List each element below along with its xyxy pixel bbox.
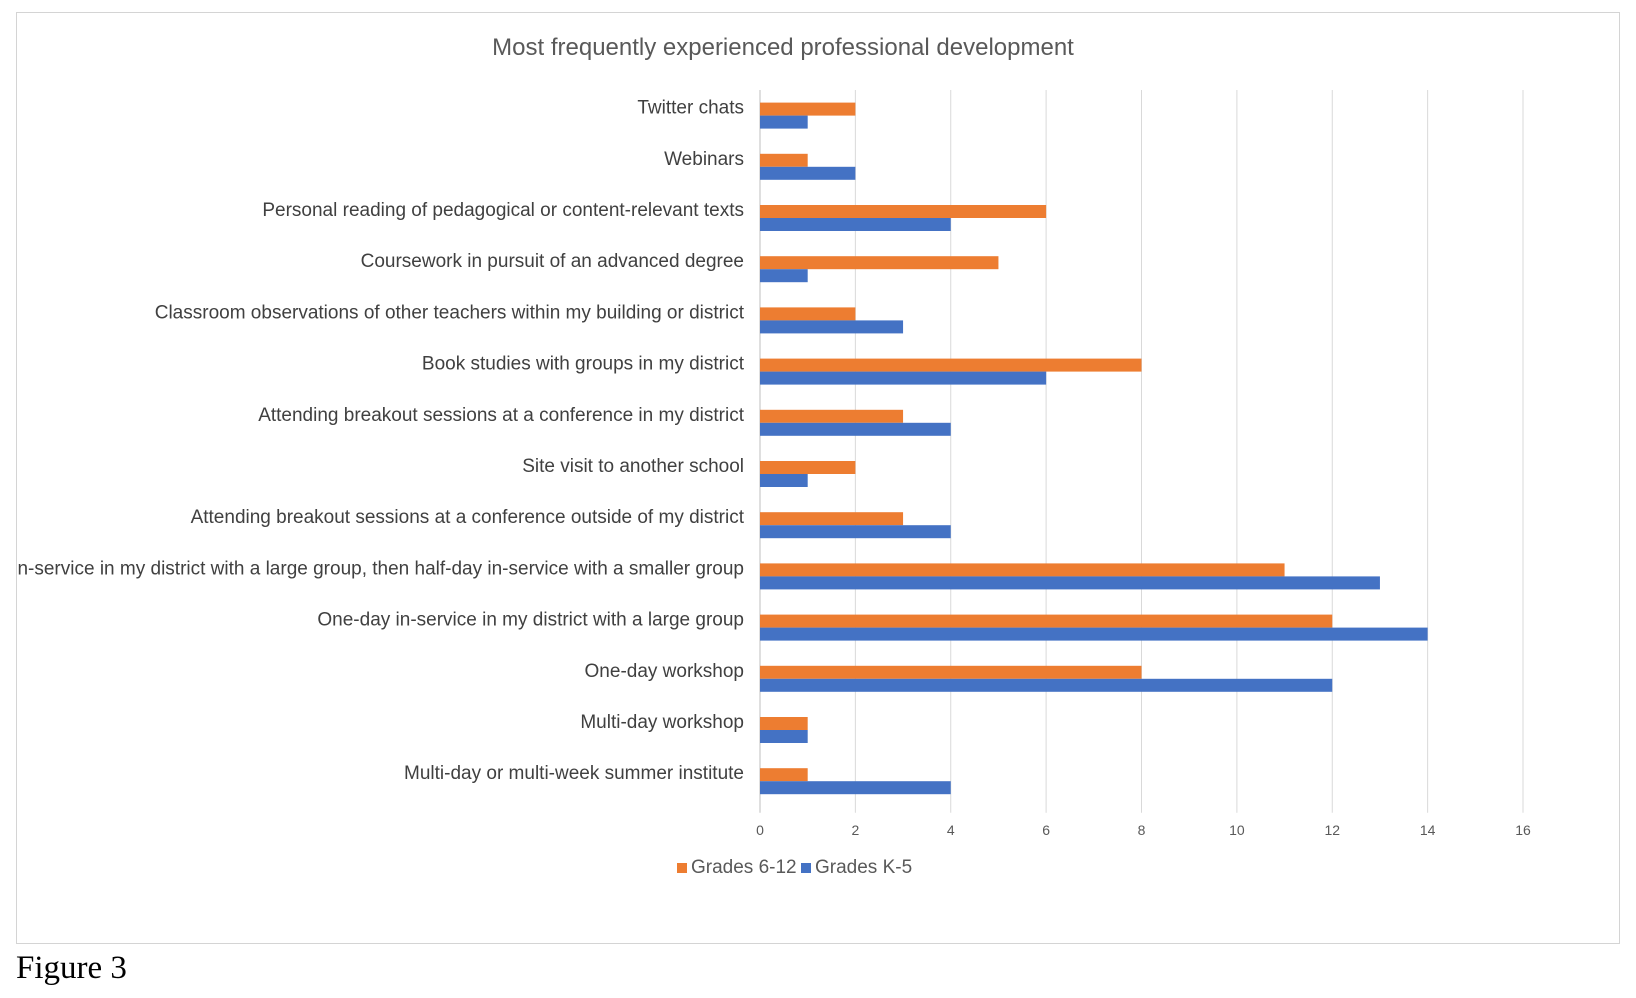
bar-grades-k-5-2	[760, 218, 951, 231]
x-tick-label: 14	[1420, 822, 1436, 838]
figure-caption: Figure 3	[16, 950, 127, 986]
legend-swatch-grades-6-12	[677, 863, 687, 873]
bar-grades-6-12-8	[760, 512, 904, 526]
x-tick-label: 10	[1229, 822, 1245, 838]
legend-label: Grades 6-12	[691, 857, 797, 878]
legend-swatch-grades-k-5	[801, 863, 811, 873]
bar-grades-k-5-3	[760, 269, 808, 283]
bar-grades-6-12-1	[760, 153, 808, 167]
bar-grades-6-12-6	[760, 409, 904, 423]
x-tick-label: 12	[1324, 822, 1340, 838]
category-label: Twitter chats	[637, 98, 744, 119]
x-tick-label: 0	[756, 822, 764, 838]
bar-grades-k-5-6	[760, 422, 951, 436]
bar-grades-6-12-12	[760, 717, 808, 730]
x-tick-label: 2	[851, 822, 859, 838]
category-label: Site visit to another school	[522, 456, 744, 477]
bar-grades-k-5-8	[760, 525, 951, 539]
bar-grades-k-5-1	[760, 166, 856, 180]
category-label: Multi-day or multi-week summer institute	[404, 763, 744, 784]
bar-grades-6-12-11	[760, 665, 1142, 679]
category-label: Classroom observations of other teachers…	[155, 302, 745, 323]
x-tick-label: 16	[1515, 822, 1531, 838]
category-label: One-day in-service in my district with a…	[317, 610, 744, 631]
chart-frame: Most frequently experienced professional…	[16, 12, 1620, 944]
chart-title: Most frequently experienced professional…	[492, 34, 1074, 61]
bar-grades-k-5-5	[760, 371, 1047, 385]
bar-grades-k-5-12	[760, 730, 808, 743]
x-tick-label: 8	[1138, 822, 1146, 838]
category-label: Personal reading of pedagogical or conte…	[262, 200, 744, 221]
category-label: Half-day in-service in my district with …	[17, 558, 744, 579]
bar-grades-6-12-9	[760, 563, 1285, 577]
category-labels: Twitter chats Webinars Personal reading of…	[17, 98, 745, 785]
category-label: Coursework in pursuit of an advanced deg…	[361, 251, 744, 272]
legend-label: Grades K-5	[815, 857, 912, 878]
bar-grades-6-12-4	[760, 307, 856, 321]
bar-grades-k-5-13	[760, 781, 951, 795]
bar-grades-6-12-5	[760, 358, 1142, 372]
bar-grades-6-12-0	[760, 102, 856, 116]
category-label: Attending breakout sessions at a confere…	[191, 507, 745, 528]
bar-grades-6-12-3	[760, 256, 999, 270]
category-label: Webinars	[664, 149, 744, 170]
x-tick-label: 6	[1042, 822, 1050, 838]
legend: Grades 6-12 Grades K-5	[677, 857, 912, 878]
bar-grades-6-12-7	[760, 461, 856, 474]
bars	[760, 102, 1428, 795]
category-label: Book studies with groups in my district	[422, 354, 745, 375]
bar-grades-6-12-10	[760, 614, 1333, 628]
category-label: Multi-day workshop	[580, 712, 744, 733]
category-label: One-day workshop	[585, 661, 744, 682]
gridlines	[759, 90, 1524, 813]
bar-grades-k-5-9	[760, 576, 1380, 590]
x-tick-label: 4	[947, 822, 955, 838]
bar-grades-6-12-13	[760, 768, 808, 782]
bar-chart: Most frequently experienced professional…	[17, 34, 1531, 878]
bar-grades-6-12-2	[760, 205, 1047, 218]
category-label: Attending breakout sessions at a confere…	[258, 405, 745, 426]
bar-grades-k-5-4	[760, 320, 904, 334]
bar-grades-k-5-11	[760, 678, 1333, 692]
bar-grades-k-5-10	[760, 627, 1428, 641]
x-axis-ticks: 0 2 4 6 8 10 12 14 16	[756, 822, 1531, 838]
bar-grades-k-5-0	[760, 115, 808, 129]
bar-grades-k-5-7	[760, 474, 808, 487]
